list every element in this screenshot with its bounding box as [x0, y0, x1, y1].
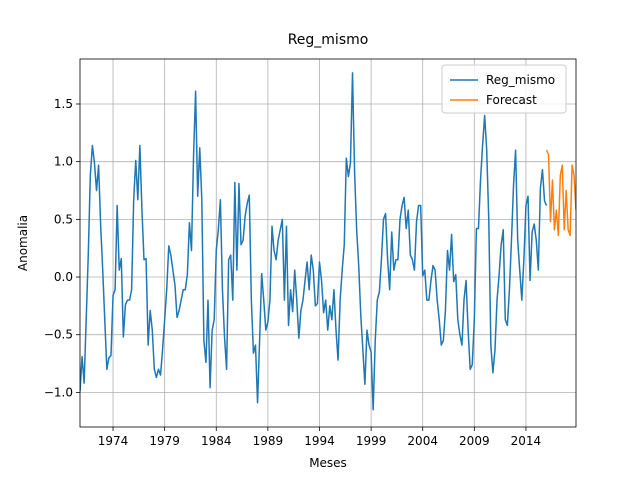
x-tick-label: 1979 [149, 434, 180, 448]
data-line [545, 149, 576, 237]
x-tick-label: 1989 [253, 434, 284, 448]
x-tick-label: 1994 [304, 434, 335, 448]
x-tick-label: 2009 [459, 434, 490, 448]
y-tick-label: 0.0 [54, 270, 73, 284]
legend-label: Reg_mismo [486, 73, 555, 87]
y-tick-label: 0.5 [54, 212, 73, 226]
y-tick-label: 1.0 [54, 155, 73, 169]
legend-box [441, 64, 567, 114]
x-tick-label: 2014 [511, 434, 542, 448]
x-tick-label: 1999 [356, 434, 387, 448]
y-axis-label: Anomalia [16, 215, 30, 271]
y-tick-label: −1.0 [44, 385, 73, 399]
axes-frame [79, 58, 577, 428]
legend-label: Forecast [486, 93, 537, 107]
y-tick-label: 1.5 [54, 97, 73, 111]
chart-title: Reg_mismo [288, 32, 369, 48]
x-tick-label: 2004 [407, 434, 438, 448]
x-axis-label: Meses [309, 456, 347, 470]
plot-lines [80, 72, 576, 411]
grid [80, 59, 576, 427]
ticks: 1974 1979 1984 1989 1994 1999 2004 2009 2014 −1.0… [44, 97, 541, 448]
data-line [80, 72, 548, 411]
x-tick-label: 1974 [98, 434, 129, 448]
legend: Reg_mismo Forecast [441, 64, 567, 114]
x-tick-label: 1984 [201, 434, 232, 448]
y-tick-label: −0.5 [44, 328, 73, 342]
